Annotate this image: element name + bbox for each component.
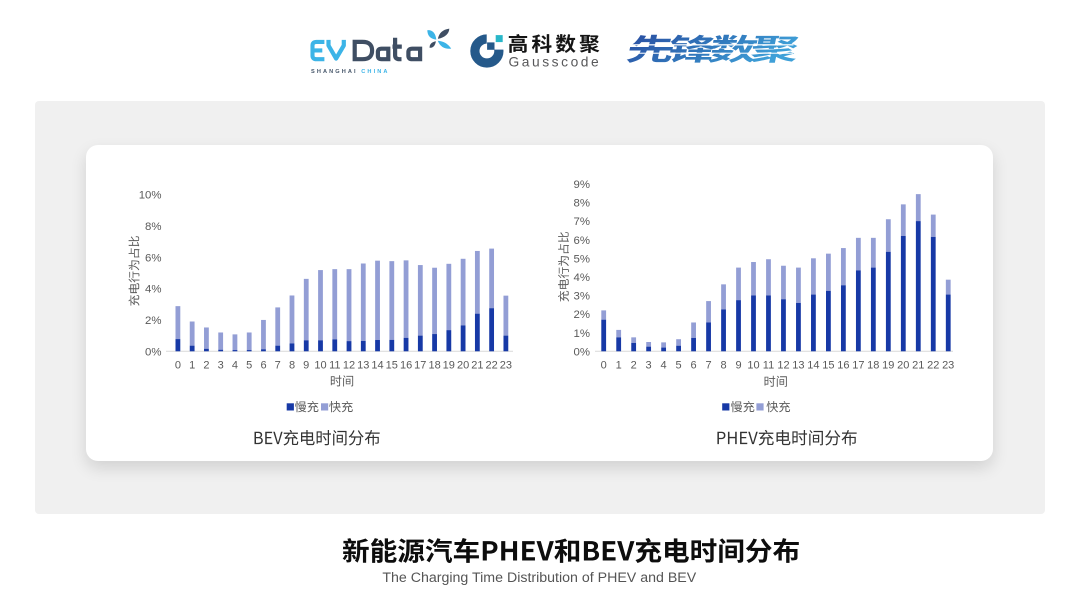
svg-text:11: 11 bbox=[763, 360, 774, 372]
svg-text:20: 20 bbox=[457, 360, 469, 372]
svg-text:0: 0 bbox=[175, 360, 181, 372]
svg-text:11: 11 bbox=[329, 360, 340, 372]
svg-text:13: 13 bbox=[792, 360, 804, 372]
svg-text:23: 23 bbox=[500, 360, 512, 372]
svg-text:3: 3 bbox=[218, 360, 224, 372]
svg-text:4%: 4% bbox=[145, 284, 161, 296]
svg-text:2: 2 bbox=[203, 360, 209, 372]
svg-text:6: 6 bbox=[691, 360, 697, 372]
svg-text:5: 5 bbox=[676, 360, 682, 372]
svg-text:1: 1 bbox=[616, 360, 622, 372]
svg-text:19: 19 bbox=[882, 360, 894, 372]
svg-text:7: 7 bbox=[706, 360, 712, 372]
svg-text:5%: 5% bbox=[574, 253, 590, 265]
svg-text:4: 4 bbox=[661, 360, 667, 372]
svg-text:2%: 2% bbox=[574, 309, 590, 321]
svg-text:The Charging Time Distribution: The Charging Time Distribution of PHEV a… bbox=[382, 570, 696, 586]
svg-text:15: 15 bbox=[822, 360, 834, 372]
svg-text:23: 23 bbox=[942, 360, 954, 372]
svg-text:19: 19 bbox=[443, 360, 455, 372]
svg-text:22: 22 bbox=[485, 360, 497, 372]
svg-text:2%: 2% bbox=[145, 315, 161, 327]
svg-text:3%: 3% bbox=[574, 291, 590, 303]
svg-text:5: 5 bbox=[246, 360, 252, 372]
svg-text:6%: 6% bbox=[145, 252, 161, 264]
svg-text:13: 13 bbox=[357, 360, 369, 372]
svg-text:9%: 9% bbox=[574, 179, 590, 191]
svg-text:14: 14 bbox=[371, 360, 383, 372]
svg-text:1: 1 bbox=[189, 360, 195, 372]
svg-text:8%: 8% bbox=[145, 221, 161, 233]
svg-text:14: 14 bbox=[807, 360, 819, 372]
svg-text:8: 8 bbox=[289, 360, 295, 372]
svg-text:15: 15 bbox=[386, 360, 398, 372]
svg-text:4: 4 bbox=[232, 360, 238, 372]
svg-text:10: 10 bbox=[747, 360, 759, 372]
svg-text:16: 16 bbox=[837, 360, 849, 372]
svg-text:9: 9 bbox=[735, 360, 741, 372]
svg-text:21: 21 bbox=[471, 360, 483, 372]
svg-text:7%: 7% bbox=[574, 216, 590, 228]
svg-text:21: 21 bbox=[912, 360, 924, 372]
svg-text:7: 7 bbox=[275, 360, 281, 372]
svg-text:1%: 1% bbox=[574, 328, 590, 340]
svg-text:10%: 10% bbox=[139, 190, 162, 202]
svg-text:6: 6 bbox=[260, 360, 266, 372]
svg-text:4%: 4% bbox=[574, 272, 590, 284]
svg-text:SHANGHAI CHINA: SHANGHAI CHINA bbox=[311, 69, 390, 75]
svg-text:18: 18 bbox=[428, 360, 440, 372]
svg-text:12: 12 bbox=[777, 360, 789, 372]
svg-text:3: 3 bbox=[646, 360, 652, 372]
svg-text:Gausscode: Gausscode bbox=[509, 55, 602, 70]
svg-text:2: 2 bbox=[631, 360, 637, 372]
svg-text:9: 9 bbox=[303, 360, 309, 372]
svg-text:18: 18 bbox=[867, 360, 879, 372]
svg-text:17: 17 bbox=[852, 360, 864, 372]
svg-text:12: 12 bbox=[343, 360, 355, 372]
svg-text:22: 22 bbox=[927, 360, 939, 372]
svg-text:8%: 8% bbox=[574, 198, 590, 210]
svg-text:10: 10 bbox=[314, 360, 326, 372]
svg-text:8: 8 bbox=[720, 360, 726, 372]
svg-text:17: 17 bbox=[414, 360, 426, 372]
svg-text:6%: 6% bbox=[574, 235, 590, 247]
svg-text:0%: 0% bbox=[574, 346, 590, 358]
svg-text:16: 16 bbox=[400, 360, 412, 372]
svg-text:20: 20 bbox=[897, 360, 909, 372]
svg-text:0: 0 bbox=[601, 360, 607, 372]
svg-text:0%: 0% bbox=[145, 346, 161, 358]
